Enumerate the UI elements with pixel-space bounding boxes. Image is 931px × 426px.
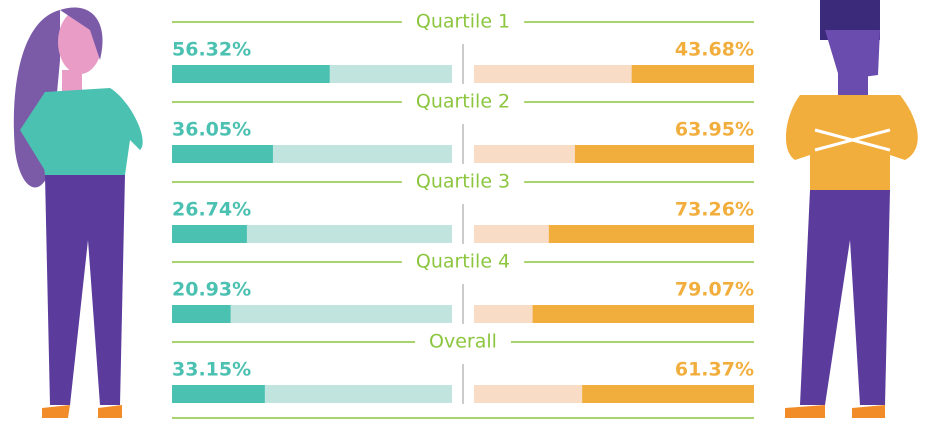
section-heading: Quartile 3 (416, 171, 510, 193)
section-heading: Quartile 4 (416, 251, 510, 273)
bar (172, 385, 265, 403)
bar (533, 305, 754, 323)
bar (172, 305, 231, 323)
bar (582, 385, 754, 403)
value-label: 26.74% (172, 199, 251, 221)
value-label: 63.95% (675, 119, 754, 141)
bar (549, 225, 754, 243)
bar (172, 225, 247, 243)
section-heading: Quartile 2 (416, 91, 510, 113)
value-label: 73.26% (675, 199, 754, 221)
man-figure (785, 0, 918, 418)
infographic: Quartile 1 56.32% 43.68% Quartile 2 36.05% 63… (0, 0, 931, 426)
value-label: 20.93% (172, 279, 251, 301)
value-label: 36.05% (172, 119, 251, 141)
bar (575, 145, 754, 163)
value-label: 56.32% (172, 39, 251, 61)
bar (172, 145, 273, 163)
bar (172, 65, 330, 83)
woman-figure (14, 7, 143, 418)
value-label: 33.15% (172, 359, 251, 381)
section-heading: Overall (429, 331, 497, 353)
bar (632, 65, 754, 83)
value-label: 61.37% (675, 359, 754, 381)
value-label: 79.07% (675, 279, 754, 301)
value-label: 43.68% (675, 39, 754, 61)
section-heading: Quartile 1 (416, 11, 510, 33)
